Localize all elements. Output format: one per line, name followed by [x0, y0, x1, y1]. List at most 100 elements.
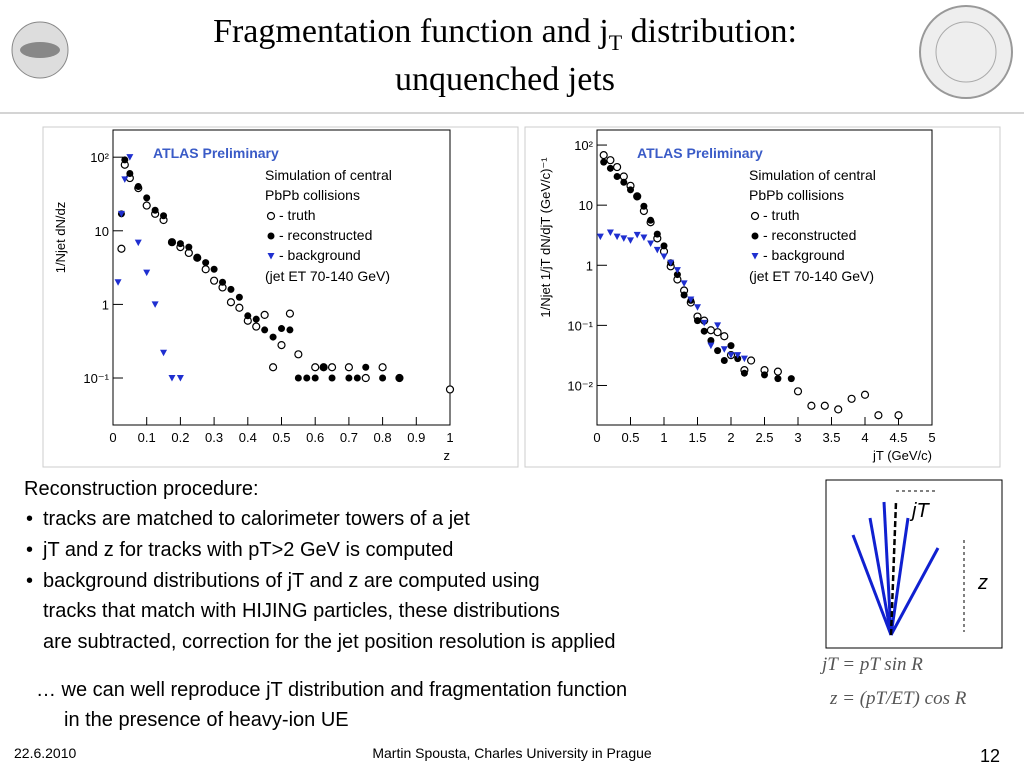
panel-frame [42, 126, 519, 468]
bullet-cont: are subtracted, correction for the jet p… [43, 631, 616, 653]
x-tick-label: 0.5 [621, 430, 639, 445]
point [193, 254, 201, 262]
point [596, 233, 604, 241]
point [807, 401, 816, 410]
point [660, 253, 668, 260]
point [210, 276, 219, 285]
point [227, 285, 235, 293]
point [714, 322, 722, 329]
point [834, 405, 843, 414]
point [653, 246, 661, 254]
point [606, 164, 614, 172]
point [117, 244, 126, 253]
point [395, 374, 403, 382]
point [303, 374, 311, 382]
point [176, 375, 184, 382]
point [261, 326, 269, 334]
point [266, 211, 276, 221]
point [168, 375, 176, 382]
atlas-logo [11, 21, 69, 79]
conclusion: … we can well reproduce jT distribution … [36, 679, 627, 701]
y-tick-label: 10⁻¹ [567, 318, 593, 333]
point [860, 390, 870, 399]
point [344, 363, 353, 372]
point [345, 374, 353, 382]
x-tick-label: 4.5 [889, 430, 907, 445]
point [361, 373, 370, 383]
point [244, 312, 252, 320]
point [627, 186, 634, 194]
point [210, 265, 218, 273]
point [143, 269, 151, 277]
point [114, 279, 122, 286]
legend-label: - background [279, 247, 361, 263]
point [647, 216, 655, 224]
bullet: jT and z for tracks with pT>2 GeV is com… [42, 539, 453, 561]
point [714, 347, 722, 355]
x-tick-label: 0.2 [171, 430, 189, 445]
point [311, 374, 319, 382]
point [126, 170, 134, 178]
jt-label: jT [909, 500, 930, 522]
legend-label: - truth [279, 207, 316, 223]
point [700, 319, 708, 327]
point [720, 357, 728, 365]
point [620, 178, 628, 186]
x-tick-label: 1 [660, 430, 667, 445]
legend-label: - truth [763, 207, 800, 223]
point [687, 296, 695, 303]
point [362, 363, 370, 371]
point [751, 253, 759, 260]
point [235, 293, 243, 301]
annotation: (jet ET 70-140 GeV) [749, 268, 874, 284]
bullet-cont: tracks that match with HIJING particles,… [43, 600, 560, 622]
formula: jT = pT sin R [819, 654, 923, 675]
point [121, 156, 129, 164]
title-part: distribution: [622, 13, 797, 50]
point [680, 280, 688, 287]
point [751, 232, 759, 240]
point [278, 325, 285, 333]
point [353, 374, 361, 382]
y-axis-label: 1/Njet 1/jT dN/djT (GeV/c)⁻¹ [538, 157, 553, 318]
annotation: PbPb collisions [265, 187, 360, 203]
annotation: ATLAS Preliminary [637, 145, 763, 161]
point [606, 156, 615, 165]
x-tick-label: 1 [446, 430, 453, 445]
point [176, 240, 184, 248]
point [117, 210, 125, 218]
point [667, 259, 675, 267]
title-part: Fragmentation function and j [213, 13, 609, 50]
point [673, 271, 681, 279]
annotation: Simulation of central [265, 167, 392, 183]
point [269, 333, 277, 341]
point [285, 309, 295, 318]
title-line2: unquenched jets [395, 61, 615, 98]
y-tick-label: 10² [90, 150, 109, 165]
point [134, 239, 142, 247]
point [774, 375, 782, 383]
footer: 22.6.2010 Martin Spousta, Charles Univer… [14, 745, 1000, 766]
point [277, 340, 286, 350]
formula: z = (pT/ET) cos R [829, 688, 967, 709]
point [740, 369, 748, 377]
bullet-dot: • [26, 508, 33, 530]
y-tick-label: 1 [102, 297, 109, 312]
x-tick-label: 0.1 [138, 430, 156, 445]
point [311, 363, 320, 372]
point [720, 332, 729, 341]
heading: Reconstruction procedure: [24, 478, 259, 500]
legend-label: - reconstructed [763, 227, 856, 243]
point [445, 385, 455, 394]
y-tick-label: 1 [586, 258, 593, 273]
point [727, 342, 735, 350]
point [727, 352, 735, 359]
point [267, 253, 275, 260]
x-tick-label: 4 [861, 430, 868, 445]
point [787, 375, 795, 383]
point [613, 233, 621, 241]
point [694, 317, 701, 325]
point [706, 326, 716, 335]
point [653, 230, 661, 238]
point [142, 201, 151, 210]
